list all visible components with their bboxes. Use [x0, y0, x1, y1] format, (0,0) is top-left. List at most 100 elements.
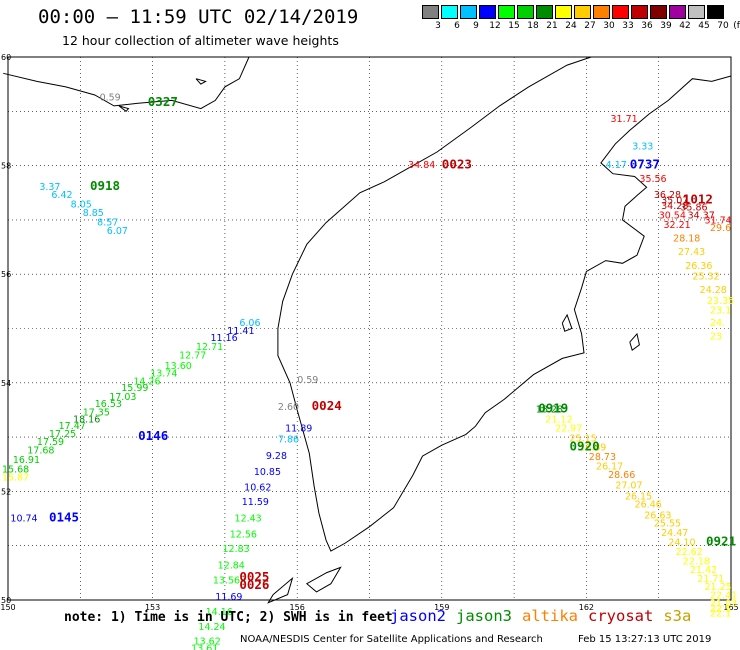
- pass-time-label: 0327: [148, 94, 178, 109]
- colorbar-swatch: [707, 5, 724, 19]
- satellite-legend: jason2 jason3 altika cryosat s3a: [390, 607, 701, 625]
- wave-height-value: 23.1: [710, 305, 731, 316]
- legend-cryosat: cryosat: [588, 607, 654, 625]
- wave-height-value: 31.74: [704, 216, 731, 227]
- wave-height-value: 9.28: [266, 451, 287, 462]
- island-outline: [561, 313, 573, 332]
- wave-height-value: 10.62: [244, 482, 271, 493]
- wave-height-value: 21.03: [710, 599, 737, 610]
- kamchatka-coastline: [277, 56, 732, 552]
- wave-height-value: 0.59: [297, 375, 318, 386]
- wave-height-value: 21.42: [690, 565, 717, 576]
- page-subtitle: 12 hour collection of altimeter wave hei…: [62, 33, 339, 48]
- colorbar-swatch: [517, 5, 534, 19]
- wave-height-value: 26.17: [596, 462, 623, 473]
- wave-height-value: 36.28: [654, 190, 681, 201]
- wave-height-value: 10.74: [10, 513, 37, 524]
- legend-jason3: jason3: [456, 607, 512, 625]
- wave-height-value: 35.07: [661, 196, 688, 207]
- lat-tick-label: 56: [1, 270, 11, 279]
- wave-height-value: 12.43: [235, 513, 262, 524]
- colorbar-tick-label: 3: [435, 21, 441, 31]
- wave-height-value: 23.35: [707, 296, 734, 307]
- wave-height-value: 2.60: [278, 402, 299, 413]
- colorbar-unit: (ft): [733, 21, 740, 31]
- lat-tick-label: 60: [1, 53, 11, 62]
- colorbar-swatch: [574, 5, 591, 19]
- colorbar-tick-label: 45: [698, 21, 710, 31]
- coastline: [3, 56, 732, 604]
- wave-height-value: 11.69: [215, 592, 242, 603]
- lat-tick-label: 58: [1, 162, 11, 171]
- wave-height-value: 34.37: [688, 210, 715, 221]
- pass-labels: 0327 0918 0023 0737 1012 0024 0146 0145 0919 0920…: [49, 94, 736, 592]
- wave-height-value: 12.83: [222, 544, 249, 555]
- pass-time-label: 1012: [683, 192, 713, 207]
- legend-s3a: s3a: [663, 607, 692, 625]
- page-title: 00:00 – 11:59 UTC 02/14/2019: [38, 6, 359, 28]
- wave-height-value: 6.42: [51, 190, 72, 201]
- lon-tick-label: 150: [0, 603, 15, 612]
- mainland-coastline: [3, 56, 250, 110]
- colorbar-tick-label: 30: [603, 21, 615, 31]
- wave-height-value: 30.54: [659, 210, 686, 221]
- wave-height-value: 11.41: [227, 326, 254, 337]
- wave-height-value: 21.25: [704, 582, 731, 593]
- colorbar-swatch: [460, 5, 477, 19]
- wave-height-value: 17.03: [109, 392, 136, 403]
- colorbar-swatch: [536, 5, 553, 19]
- wave-height-value: 25.32: [692, 272, 719, 283]
- lat-tick-label: 52: [1, 487, 11, 496]
- wave-height-value: 14.26: [133, 376, 160, 387]
- footer-timestamp: Feb 15 13:27:13 UTC 2019: [578, 634, 712, 645]
- wave-height-value: 8.85: [83, 208, 104, 219]
- wave-height-value: 17.35: [83, 407, 110, 418]
- wave-height-value: 26.15: [625, 492, 652, 503]
- wave-height-value: 17.68: [27, 445, 54, 456]
- colorbar-tick-label: 6: [454, 21, 460, 31]
- colorbar-swatch: [650, 5, 667, 19]
- wave-height-value: 12.84: [218, 561, 245, 572]
- legend-jason2: jason2: [390, 607, 446, 625]
- wave-height-value: 12.71: [196, 342, 223, 353]
- wave-height-value: 14.24: [198, 622, 225, 633]
- wave-height-value: 15.87: [2, 473, 29, 484]
- wave-height-value: 21.12: [545, 414, 572, 425]
- pass-time-label: 0737: [630, 156, 660, 171]
- wave-height-value: 34.28: [661, 201, 688, 212]
- wave-height-value: 25.55: [654, 519, 681, 530]
- wave-height-value: 3.37: [39, 182, 60, 193]
- colorbar-tick-label: 39: [660, 21, 672, 31]
- colorbar-swatch: [669, 5, 686, 19]
- wave-height-value: 22.97: [555, 424, 582, 435]
- wave-height-value: 22.62: [676, 547, 703, 558]
- wave-height-value: 0.59: [100, 92, 121, 103]
- island-outline: [629, 332, 640, 352]
- legend-altika: altika: [522, 607, 578, 625]
- pass-time-label: 0146: [138, 428, 168, 443]
- colorbar-tick-label: 21: [546, 21, 558, 31]
- pass-time-label: 0023: [442, 156, 472, 171]
- colorbar-swatch: [688, 5, 705, 19]
- footer-credit: NOAA/NESDIS Center for Satellite Applica…: [240, 634, 543, 645]
- footer-note: note: 1) Time is in UTC; 2) SWH is in fe…: [64, 610, 393, 625]
- colorbar-tick-label: 70: [717, 21, 729, 31]
- wave-height-value: 22.41: [710, 590, 737, 601]
- colorbar-tick-label: 42: [679, 21, 691, 31]
- wave-height-value: 32.21: [664, 220, 691, 231]
- colorbar-tick-label: 24: [565, 21, 577, 31]
- pass-time-label: 0919: [538, 401, 568, 416]
- lon-tick-label: 159: [434, 603, 449, 612]
- wave-height-value: 28.18: [673, 234, 700, 245]
- wave-height-value: 26.46: [635, 500, 662, 511]
- map-grid: [8, 57, 731, 600]
- track-values: 0.59 3.376.428.058.858.576.07 34.84 31.71 3.…: [2, 92, 737, 650]
- wave-height-value: 12.77: [179, 350, 206, 361]
- wave-height-value: 13.61: [191, 644, 218, 650]
- wave-height-value: 11.59: [242, 497, 269, 508]
- colorbar-tick-label: 9: [473, 21, 479, 31]
- colorbar-swatch: [555, 5, 572, 19]
- pass-time-label: 0921: [706, 534, 736, 549]
- colorbar-tick-label: 18: [527, 21, 539, 31]
- wave-height-value: 18.28: [536, 405, 563, 416]
